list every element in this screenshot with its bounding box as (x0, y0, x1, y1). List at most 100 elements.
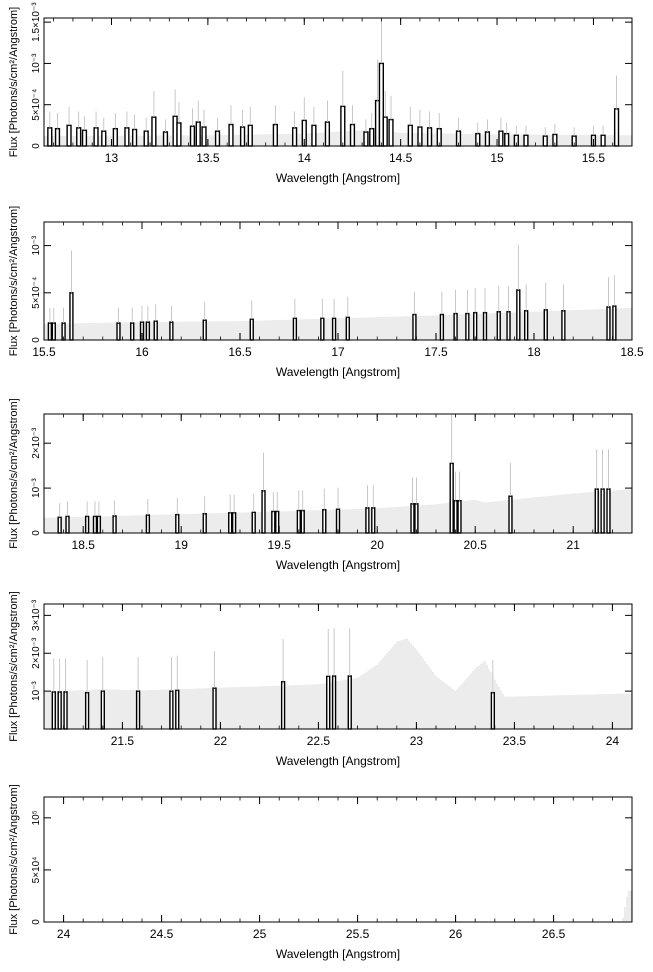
x-tick-label: 22.5 (307, 734, 331, 748)
x-tick-label: 26.5 (542, 927, 566, 941)
data-bar (335, 508, 341, 534)
data-bar (453, 312, 458, 341)
data-bar (51, 691, 56, 730)
y-axis-label: Flux [Photons/s/cm²/Angstrom] (8, 7, 20, 157)
x-tick-label: 17 (331, 345, 345, 359)
data-bar (523, 134, 529, 147)
x-tick-label: 24 (606, 734, 620, 748)
data-bar (457, 499, 462, 534)
x-tick-label: 18.5 (72, 538, 96, 552)
data-bar (331, 675, 337, 730)
plot-frame (43, 796, 633, 923)
data-bar (66, 124, 72, 147)
data-bar (57, 691, 62, 730)
data-bar (81, 129, 88, 147)
x-tick-label: 23.5 (503, 734, 527, 748)
y-tick-label: 10⁻³ (31, 681, 42, 701)
data-bar (116, 322, 121, 341)
data-bar (101, 130, 107, 147)
data-bar (228, 512, 233, 534)
y-tick-label: 5×10⁻⁴ (31, 277, 42, 309)
data-bar (606, 488, 611, 534)
data-bar (153, 320, 158, 341)
data-bar (84, 691, 90, 730)
data-bar (135, 690, 141, 730)
panel-1: 13 13.5 14 14.5 15 15.5 0 5×10⁻⁴ 10⁻³ 1.5×10⁻³ Wav… (8, 2, 633, 185)
data-bar (594, 488, 599, 534)
data-bar (96, 515, 102, 534)
data-bar (291, 127, 298, 147)
data-bar (54, 127, 61, 147)
data-bar (322, 508, 327, 534)
x-tick-label: 21.5 (111, 734, 135, 748)
data-bar (249, 318, 254, 341)
x-tick-label: 21 (567, 538, 581, 552)
x-tick-label: 19 (175, 538, 189, 552)
x-tick-label: 18.5 (620, 345, 644, 359)
x-tick-label: 22 (214, 734, 228, 748)
data-bar (482, 311, 488, 341)
data-bar (145, 514, 151, 534)
data-bar (506, 310, 511, 341)
data-bar (162, 131, 169, 147)
data-bar (51, 322, 56, 341)
data-bar (498, 130, 504, 147)
model-series (622, 890, 632, 922)
data-bar (202, 512, 207, 534)
panel-5: 24 24.5 25 25.5 26 26.5 0 5×10⁴ 10⁵ Wavelength [A… (8, 784, 633, 961)
x-tick-label: 26 (449, 927, 463, 941)
data-bar (65, 515, 70, 534)
panel-2: 15.5 16 16.5 17 17.5 18 18.5 0 5×10⁻⁴ 10⁻³ Wavelen… (8, 206, 644, 379)
x-tick-label: 18 (527, 345, 541, 359)
y-axis-label: Flux [Photons/s/cm²/Angstrom] (8, 206, 20, 356)
y-tick-label: 10⁻³ (31, 53, 42, 73)
panel-4: 21.5 22 22.5 23 23.5 24 10⁻³ 2×10⁻³ 3×10⁻³ Wavele… (8, 591, 633, 768)
data-bar (251, 511, 256, 534)
data-bar (508, 495, 513, 534)
data-bar (371, 507, 376, 534)
x-tick-label: 25.5 (346, 927, 370, 941)
data-bar (606, 306, 611, 341)
x-axis-label: Wavelength [Angstrom] (276, 558, 400, 572)
data-bar (542, 135, 548, 147)
y-tick-label: 0 (31, 143, 42, 149)
data-bar (516, 289, 521, 341)
data-bar (202, 319, 207, 341)
data-bar (345, 316, 350, 341)
data-bar (261, 490, 266, 534)
panel-3: 18.5 19 19.5 20 20.5 21 0 10⁻³ 2×10⁻³ Wavelength … (8, 398, 633, 572)
data-bar (92, 515, 98, 534)
y-tick-label: 0 (31, 919, 42, 925)
x-tick-label: 13.5 (196, 151, 220, 165)
x-tick-label: 20.5 (464, 538, 488, 552)
data-bar (112, 127, 118, 147)
data-bar (490, 691, 496, 730)
data-bar (388, 118, 394, 147)
x-tick-label: 14.5 (389, 151, 413, 165)
x-tick-label: 20 (371, 538, 385, 552)
data-bar (561, 310, 566, 341)
y-axis-label: Flux [Photons/s/cm²/Angstrom] (8, 398, 20, 548)
y-tick-label: 0 (31, 337, 42, 343)
data-bar (239, 126, 246, 147)
data-bar (57, 516, 62, 534)
data-bar (231, 512, 237, 534)
data-bar (212, 687, 217, 730)
x-tick-label: 23 (410, 734, 424, 748)
y-tick-label: 0 (31, 530, 42, 536)
data-bar (247, 124, 253, 147)
data-bar (407, 124, 413, 147)
data-bar (410, 503, 415, 534)
data-bar (465, 312, 470, 341)
data-bar (311, 124, 317, 147)
data-bar (292, 317, 298, 341)
data-bar (473, 311, 478, 341)
data-bar (365, 507, 370, 534)
y-axis-label: Flux [Photons/s/cm²/Angstrom] (8, 784, 20, 934)
y-tick-label: 5×10⁻⁴ (31, 89, 42, 121)
data-bar (412, 313, 417, 341)
x-tick-label: 15.5 (32, 345, 56, 359)
data-bar (201, 126, 207, 147)
y-tick-label: 3×10⁻³ (31, 599, 42, 631)
